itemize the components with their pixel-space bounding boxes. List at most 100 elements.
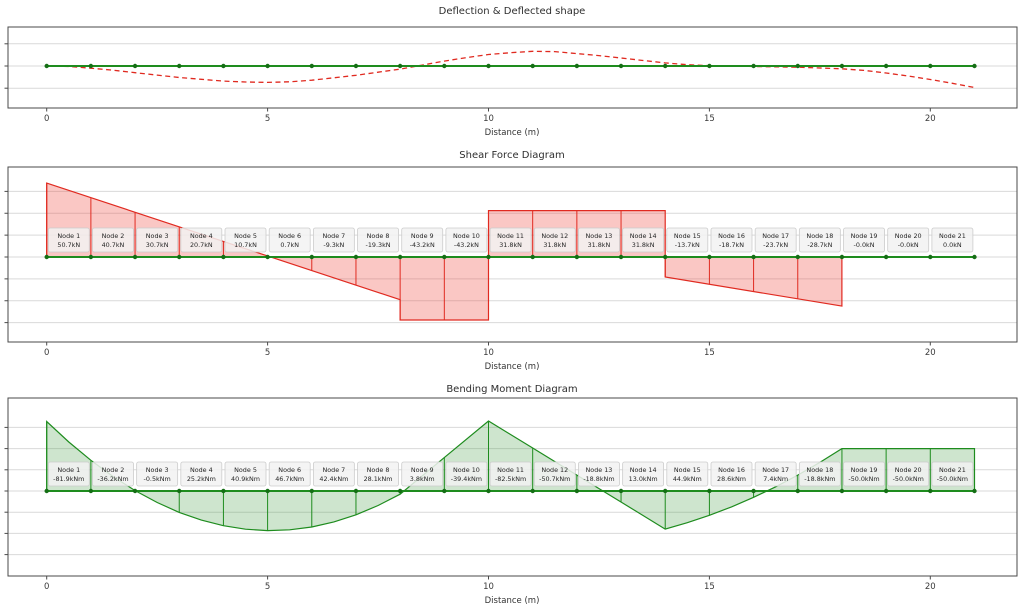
beam-node-dot [353,254,359,260]
beam-node-dot [795,488,800,494]
beam-node-dot [883,254,889,260]
node-label-value: -39.4kNm [451,475,482,483]
node-label-box [843,227,885,253]
node-label-box [136,227,179,253]
node-label-name: Node 14 [630,232,657,240]
node-label-name: Node 8 [367,466,390,474]
beam-node-dot [751,254,756,260]
beam-node-dot [618,488,624,494]
node-label-box [622,461,665,487]
node-label-value: 40.7kN [102,241,125,249]
node-label-box [931,227,974,253]
beam-node-dot [972,63,977,69]
beam-node-dot [707,63,712,69]
node-label-name: Node 7 [322,232,345,240]
beam-node-dot [486,254,491,260]
node-label-name: Node 11 [497,232,524,240]
node-label-value: 3.8kNm [410,475,435,483]
beam-node-dot [442,63,447,69]
plot-border [7,166,1018,343]
node-label-box [533,227,576,253]
beam-node-dot [795,63,800,69]
x-tick-label: 15 [704,582,715,592]
plot-border [7,397,1018,577]
node-label-value: 20.7kN [190,241,213,249]
node-label-box [224,461,267,487]
node-label-value: 46.7kNm [275,475,304,483]
node-label-value: -50.0kNm [848,475,879,483]
beam-node-dot [530,63,535,69]
beam-node-dot [442,488,447,494]
node-label-value: 31.8kN [543,241,566,249]
node-label-name: Node 14 [630,466,657,474]
node-label-box [445,227,488,253]
x-tick-label: 5 [265,348,270,358]
node-label-box [754,461,797,487]
node-label-value: 44.9kNm [673,475,702,483]
beam-node-dot [309,63,314,69]
beam-node-dot [88,488,94,494]
node-label-value: 0.0kN [943,241,962,249]
shear-outline [46,182,975,321]
node-label-box [47,461,90,487]
node-label-value: -18.8kNm [583,475,614,483]
node-label-box [710,227,753,253]
beam-node-dot [663,254,668,260]
node-label-name: Node 20 [895,466,922,474]
beam-node-dot [839,63,845,69]
beam-node-dot [177,254,182,260]
beam-node-dot [44,63,49,69]
shear-xaxis-label: Distance (m) [484,362,540,372]
beam-node-dot [574,488,580,494]
node-label-name: Node 17 [762,232,789,240]
node-label-name: Node 3 [146,232,169,240]
node-label-box [666,227,709,253]
node-label-value: -23.7kN [763,241,788,249]
beam-node-dot [309,254,314,260]
node-label-name: Node 19 [851,466,878,474]
beam-node-dot [663,63,668,69]
node-label-value: 31.8kN [499,241,522,249]
beam-node-dot [883,488,889,494]
node-label-name: Node 3 [146,466,169,474]
node-label-value: -18.7kN [719,241,744,249]
beam-node-dot [618,63,624,69]
node-label-box [754,227,797,253]
beam-node-dot [265,63,270,69]
beam-node-dot [530,488,535,494]
beam-node-dot [839,254,845,260]
node-label-box [224,227,267,253]
moment-outline [46,420,976,532]
node-label-value: 10.7kN [234,241,257,249]
node-label-name: Node 20 [895,232,922,240]
node-label-name: Node 18 [806,466,833,474]
beam-node-dot [707,488,712,494]
beam-node-dot [839,488,845,494]
node-label-box [710,461,753,487]
node-label-value: 31.8kN [588,241,611,249]
x-tick-label: 0 [44,582,49,592]
node-label-box [268,461,311,487]
node-label-value: 50.7kN [57,241,80,249]
beam-node-dot [397,488,403,494]
node-label-name: Node 4 [190,232,213,240]
node-label-name: Node 9 [411,232,434,240]
beam-node-dot [574,254,580,260]
node-label-name: Node 2 [102,232,125,240]
node-label-value: -50.7kNm [539,475,570,483]
node-label-name: Node 18 [806,232,833,240]
node-label-box [887,227,930,253]
node-label-box [357,227,399,253]
x-tick-label: 15 [704,348,715,358]
beam-node-dot [972,254,977,260]
beam-node-dot [88,254,94,260]
node-label-name: Node 17 [762,466,789,474]
node-label-value: 31.8kN [632,241,655,249]
node-label-box [578,227,620,253]
beam-node-dot [132,63,138,69]
x-tick-label: 15 [704,114,715,124]
node-label-name: Node 15 [674,232,701,240]
x-tick-label: 0 [44,348,49,358]
